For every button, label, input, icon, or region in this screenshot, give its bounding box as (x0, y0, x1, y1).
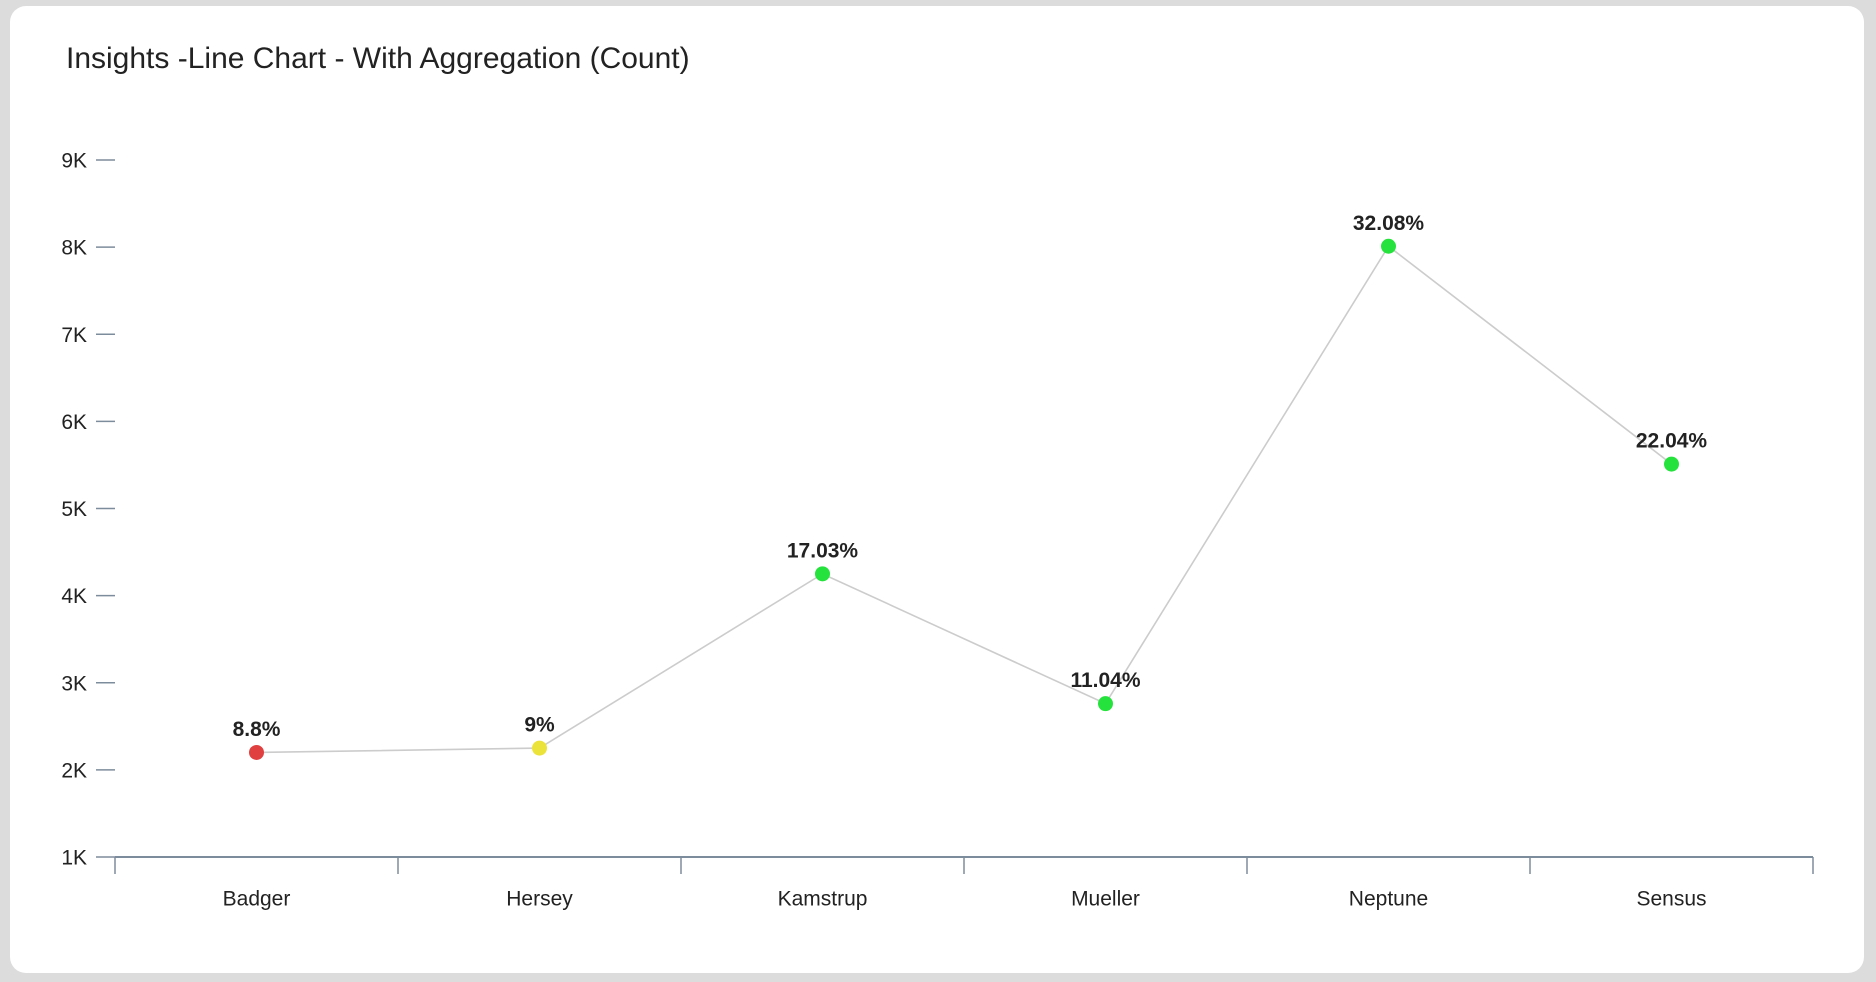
data-label: 22.04% (1636, 430, 1708, 453)
point (1098, 696, 1113, 712)
y-tick-label: 2K (61, 759, 87, 782)
line (256, 245, 1672, 754)
y-tick-label: 3K (61, 672, 87, 695)
point (532, 740, 547, 756)
point (815, 566, 830, 582)
x-tick-label: Mueller (1071, 888, 1140, 911)
y-tick-label: 1K (61, 847, 87, 870)
y-tick-label: 5K (61, 498, 87, 521)
x-tick-label: Kamstrup (778, 888, 868, 911)
x-tick-label: Badger (223, 888, 291, 911)
y-tick-label: 7K (61, 324, 87, 347)
data-label: 17.03% (787, 539, 859, 562)
card (10, 6, 1864, 973)
point (1664, 456, 1679, 472)
y-tick-label: 9K (61, 150, 87, 173)
x-tick-label: Sensus (1636, 888, 1706, 911)
point (1381, 238, 1396, 254)
y-tick-label: 8K (61, 237, 87, 260)
data-label: 32.08% (1353, 212, 1425, 235)
chart-title: Insights -Line Chart - With Aggregation … (66, 42, 690, 75)
data-label: 8.8% (233, 718, 281, 741)
data-label: 9% (524, 714, 555, 737)
y-tick-label: 4K (61, 585, 87, 608)
x-tick-label: Neptune (1349, 888, 1428, 911)
point (249, 744, 264, 760)
y-tick-label: 6K (61, 411, 87, 434)
x-tick-label: Hersey (506, 888, 573, 911)
data-label: 11.04% (1070, 669, 1140, 692)
